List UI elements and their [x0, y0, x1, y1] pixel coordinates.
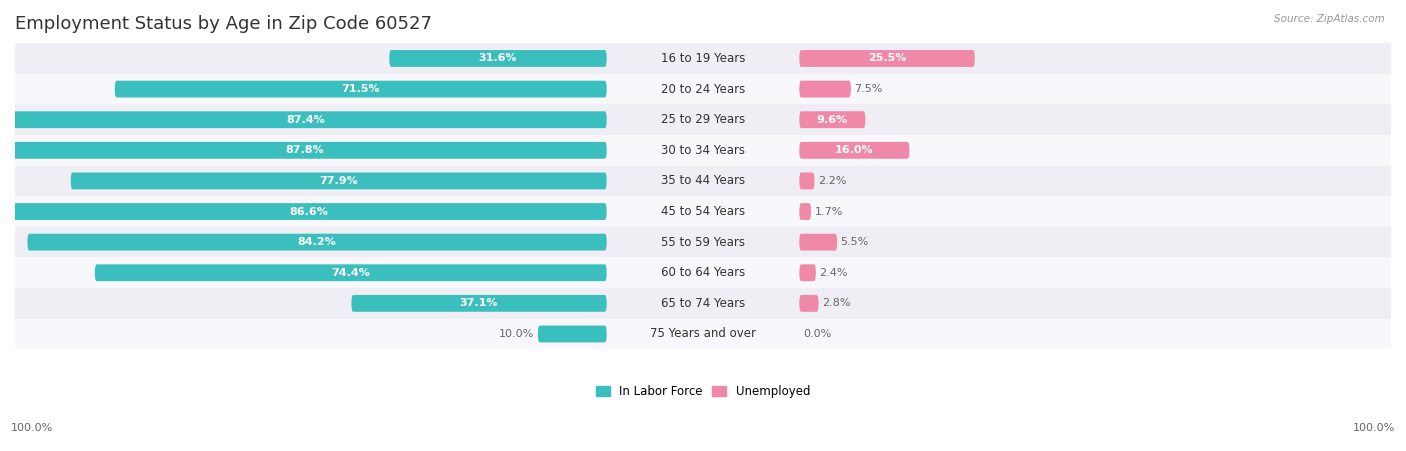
FancyBboxPatch shape: [389, 50, 606, 67]
Text: 30 to 34 Years: 30 to 34 Years: [661, 144, 745, 157]
Text: 65 to 74 Years: 65 to 74 Years: [661, 297, 745, 310]
FancyBboxPatch shape: [115, 81, 606, 97]
Text: 25 to 29 Years: 25 to 29 Years: [661, 113, 745, 126]
Text: 7.5%: 7.5%: [855, 84, 883, 94]
Text: 16.0%: 16.0%: [835, 145, 873, 155]
Text: 35 to 44 Years: 35 to 44 Years: [661, 175, 745, 188]
FancyBboxPatch shape: [3, 142, 606, 159]
Text: 25.5%: 25.5%: [868, 54, 907, 64]
FancyBboxPatch shape: [800, 234, 837, 251]
Text: Source: ZipAtlas.com: Source: ZipAtlas.com: [1274, 14, 1385, 23]
Text: 16 to 19 Years: 16 to 19 Years: [661, 52, 745, 65]
Text: 55 to 59 Years: 55 to 59 Years: [661, 235, 745, 249]
FancyBboxPatch shape: [11, 203, 606, 220]
Text: 75 Years and over: 75 Years and over: [650, 327, 756, 341]
Text: 77.9%: 77.9%: [319, 176, 359, 186]
Text: 31.6%: 31.6%: [478, 54, 517, 64]
FancyBboxPatch shape: [800, 111, 865, 128]
Legend: In Labor Force, Unemployed: In Labor Force, Unemployed: [591, 380, 815, 403]
Bar: [15, 74, 1391, 104]
Text: 20 to 24 Years: 20 to 24 Years: [661, 83, 745, 96]
FancyBboxPatch shape: [800, 81, 851, 97]
Text: 86.6%: 86.6%: [290, 207, 328, 216]
FancyBboxPatch shape: [800, 264, 815, 281]
Bar: [15, 258, 1391, 288]
Text: Employment Status by Age in Zip Code 60527: Employment Status by Age in Zip Code 605…: [15, 15, 432, 33]
Bar: [15, 227, 1391, 258]
Bar: [15, 43, 1391, 74]
FancyBboxPatch shape: [800, 295, 818, 312]
FancyBboxPatch shape: [538, 326, 606, 342]
Bar: [15, 166, 1391, 196]
Text: 9.6%: 9.6%: [817, 115, 848, 124]
Bar: [15, 319, 1391, 349]
FancyBboxPatch shape: [800, 142, 910, 159]
Text: 87.8%: 87.8%: [285, 145, 323, 155]
Text: 100.0%: 100.0%: [1353, 423, 1395, 433]
Text: 60 to 64 Years: 60 to 64 Years: [661, 266, 745, 279]
Bar: [15, 104, 1391, 135]
Text: 2.2%: 2.2%: [818, 176, 846, 186]
Text: 10.0%: 10.0%: [499, 329, 534, 339]
FancyBboxPatch shape: [27, 234, 606, 251]
FancyBboxPatch shape: [94, 264, 606, 281]
FancyBboxPatch shape: [800, 203, 811, 220]
Text: 2.4%: 2.4%: [820, 268, 848, 278]
Text: 84.2%: 84.2%: [298, 237, 336, 247]
FancyBboxPatch shape: [6, 111, 606, 128]
Text: 74.4%: 74.4%: [332, 268, 370, 278]
Text: 0.0%: 0.0%: [803, 329, 831, 339]
Text: 100.0%: 100.0%: [11, 423, 53, 433]
Text: 2.8%: 2.8%: [823, 299, 851, 308]
Text: 87.4%: 87.4%: [287, 115, 325, 124]
Bar: [15, 196, 1391, 227]
Text: 1.7%: 1.7%: [814, 207, 842, 216]
FancyBboxPatch shape: [352, 295, 606, 312]
Text: 37.1%: 37.1%: [460, 299, 498, 308]
Bar: [15, 288, 1391, 319]
Text: 45 to 54 Years: 45 to 54 Years: [661, 205, 745, 218]
FancyBboxPatch shape: [800, 172, 814, 189]
Text: 5.5%: 5.5%: [841, 237, 869, 247]
FancyBboxPatch shape: [70, 172, 606, 189]
Text: 71.5%: 71.5%: [342, 84, 380, 94]
FancyBboxPatch shape: [800, 50, 974, 67]
Bar: [15, 135, 1391, 166]
